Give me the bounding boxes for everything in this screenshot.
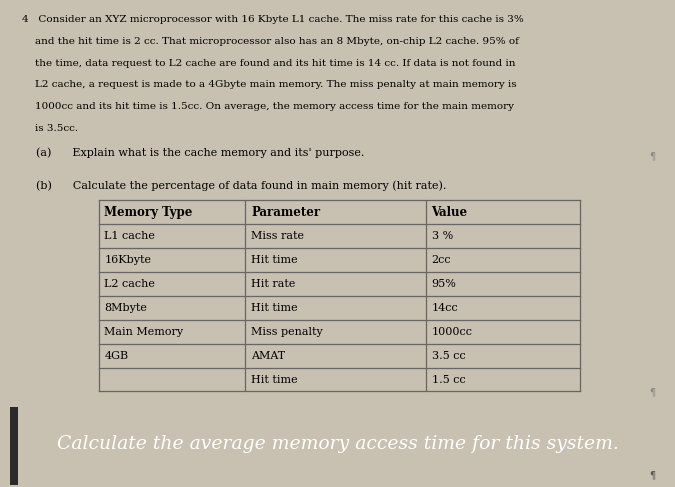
Text: Miss penalty: Miss penalty (251, 327, 323, 337)
Text: 1.5 cc: 1.5 cc (431, 375, 465, 385)
Text: L2 cache, a request is made to a 4Gbyte main memory. The miss penalty at main me: L2 cache, a request is made to a 4Gbyte … (22, 80, 516, 90)
Text: 1000cc: 1000cc (431, 327, 472, 337)
Text: ¶: ¶ (649, 470, 655, 481)
Text: 4GB: 4GB (105, 351, 128, 361)
Text: the time, data request to L2 cache are found and its hit time is 14 cc. If data : the time, data request to L2 cache are f… (22, 59, 516, 68)
Text: Hit time: Hit time (251, 303, 298, 313)
Text: and the hit time is 2 cc. That microprocessor also has an 8 Mbyte, on-chip L2 ca: and the hit time is 2 cc. That microproc… (22, 37, 519, 46)
Text: AMAT: AMAT (251, 351, 286, 361)
Text: Hit time: Hit time (251, 255, 298, 265)
Text: 16Kbyte: 16Kbyte (105, 255, 151, 265)
Text: is 3.5cc.: is 3.5cc. (22, 124, 78, 133)
Text: 95%: 95% (431, 279, 456, 289)
Text: L1 cache: L1 cache (105, 231, 155, 241)
Text: 3.5 cc: 3.5 cc (431, 351, 465, 361)
Text: ¶: ¶ (649, 151, 655, 162)
Text: 2cc: 2cc (431, 255, 451, 265)
Text: (a)      Explain what is the cache memory and its' purpose.: (a) Explain what is the cache memory and… (36, 148, 364, 158)
Text: ¶: ¶ (649, 387, 655, 397)
Text: 4   Consider an XYZ microprocessor with 16 Kbyte L1 cache. The miss rate for thi: 4 Consider an XYZ microprocessor with 16… (22, 15, 524, 24)
Text: Hit time: Hit time (251, 375, 298, 385)
Bar (10, 407, 18, 485)
Text: Hit rate: Hit rate (251, 279, 296, 289)
Text: 1000cc and its hit time is 1.5cc. On average, the memory access time for the mai: 1000cc and its hit time is 1.5cc. On ave… (22, 102, 514, 111)
Text: Calculate the average memory access time for this system.: Calculate the average memory access time… (57, 435, 618, 453)
Text: L2 cache: L2 cache (105, 279, 155, 289)
Text: (b)      Calculate the percentage of data found in main memory (hit rate).: (b) Calculate the percentage of data fou… (36, 181, 447, 191)
Text: Memory Type: Memory Type (105, 206, 192, 219)
Text: Main Memory: Main Memory (105, 327, 184, 337)
Text: Parameter: Parameter (251, 206, 320, 219)
Text: Miss rate: Miss rate (251, 231, 304, 241)
Text: 3 %: 3 % (431, 231, 453, 241)
Text: 8Mbyte: 8Mbyte (105, 303, 147, 313)
Text: 14cc: 14cc (431, 303, 458, 313)
Text: Value: Value (431, 206, 468, 219)
